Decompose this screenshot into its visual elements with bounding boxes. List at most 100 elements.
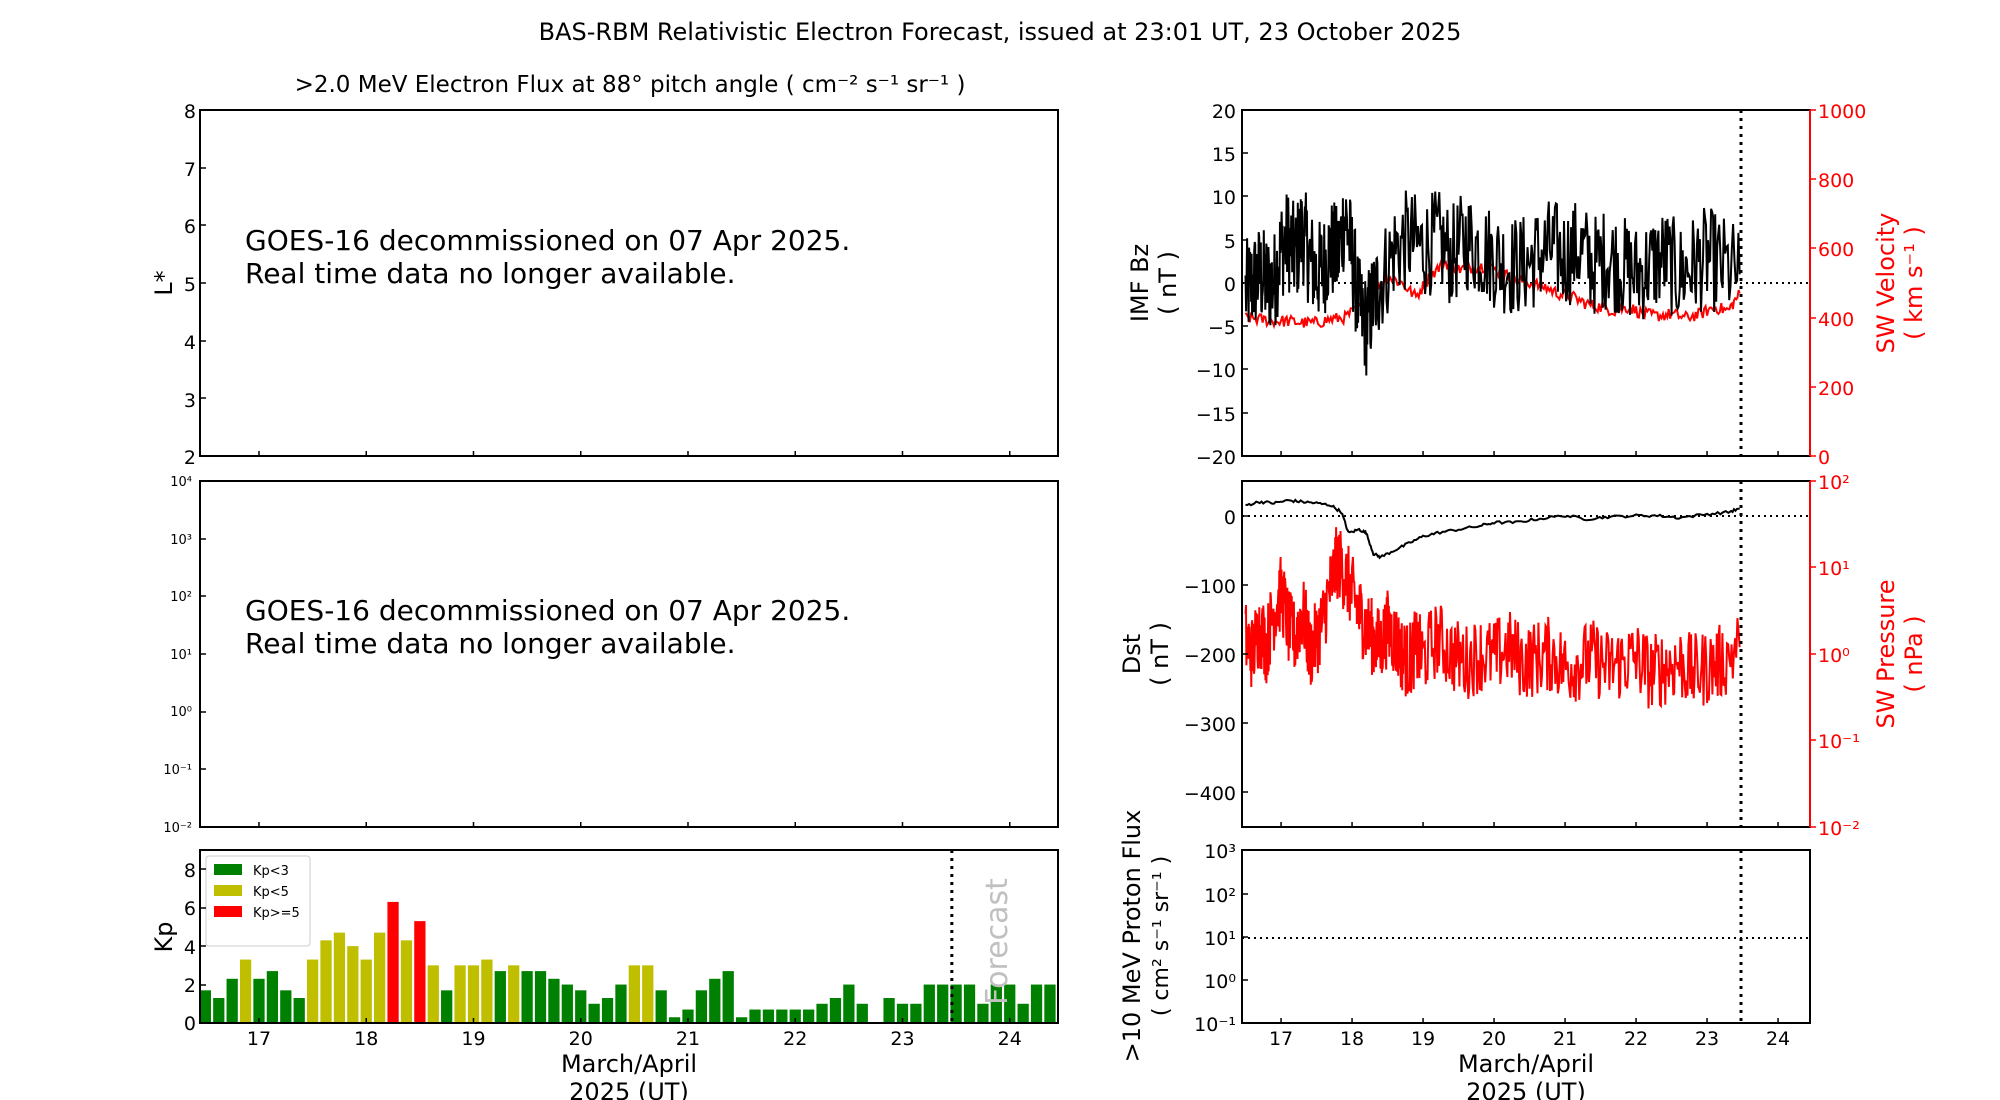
velocity-yticks: 1000 800 600 400 200 0 <box>1818 101 1866 469</box>
kp-ytick: 0 <box>184 1013 196 1035</box>
kp-legend-swatch-red <box>214 906 242 917</box>
day-tick-label: 23 <box>890 1028 914 1050</box>
dst-yticks: 0 −100 −200 −300 −400 <box>1184 507 1236 805</box>
day-tick-label: 21 <box>676 1028 700 1050</box>
day-tick-label: 23 <box>1695 1028 1719 1050</box>
day-tick-label: 18 <box>1340 1028 1364 1050</box>
flux-ytick: 10⁻² <box>163 821 192 836</box>
kp-bar <box>441 990 453 1023</box>
kp-bar <box>883 998 895 1023</box>
bz-ytick: 15 <box>1212 144 1236 166</box>
kp-ytick: 4 <box>184 937 196 959</box>
kp-ytick: 6 <box>184 898 196 920</box>
left-xlabel-line2: 2025 (UT) <box>569 1078 689 1100</box>
velocity-ytick: 0 <box>1818 447 1830 469</box>
bz-ytick: 10 <box>1212 187 1236 209</box>
velocity-ytick: 1000 <box>1818 101 1866 123</box>
kp-legend-label: Kp<3 <box>253 864 289 879</box>
kp-legend-box <box>205 855 311 947</box>
velocity-ytick: 800 <box>1818 170 1854 192</box>
kp-bar <box>253 978 265 1023</box>
velocity-ylabel-line1: SW Velocity <box>1872 213 1900 354</box>
lstar-ytick: 5 <box>184 274 196 296</box>
dst-ytick: −100 <box>1184 576 1236 598</box>
right-xticks: 17 18 19 20 21 22 23 24 <box>1269 1028 1790 1050</box>
flux-ytick: 10⁴ <box>170 475 192 490</box>
proton-yticks: 10³ 10² 10¹ 10⁰ 10⁻¹ <box>1194 841 1236 1036</box>
bz-panel: 20 15 10 5 0 −5 −10 −15 −20 1000 800 600… <box>1126 101 1928 469</box>
flux-ytick: 10¹ <box>170 648 192 663</box>
kp-bar <box>387 901 399 1023</box>
kp-bar <box>843 984 855 1023</box>
bz-ytick: 0 <box>1224 274 1236 296</box>
lstar-ytick: 7 <box>184 159 196 181</box>
kp-legend-label: Kp<5 <box>253 885 289 900</box>
kp-bar <box>923 984 935 1023</box>
velocity-ylabel-line2: ( km s⁻¹ ) <box>1900 226 1928 340</box>
lstar-ylabel: L* <box>150 270 178 295</box>
kp-bar <box>588 1003 600 1023</box>
dst-ytick: −400 <box>1184 783 1236 805</box>
pressure-yticks: 10² 10¹ 10⁰ 10⁻¹ 10⁻² <box>1818 472 1860 840</box>
kp-bar <box>735 1017 748 1023</box>
dst-ytick: −200 <box>1184 645 1236 667</box>
kp-bar <box>642 965 654 1023</box>
kp-bar <box>856 1003 868 1023</box>
kp-bar <box>239 959 252 1023</box>
kp-bar <box>910 1003 922 1023</box>
flux-ytick: 10³ <box>170 533 192 548</box>
kp-bar <box>668 1017 681 1023</box>
kp-bar <box>199 990 211 1023</box>
left-xlabel-line1: March/April <box>561 1050 697 1078</box>
day-tick-label: 22 <box>783 1028 807 1050</box>
bz-ytick: −10 <box>1196 360 1236 382</box>
kp-bar <box>1044 984 1056 1023</box>
kp-bar <box>963 984 976 1023</box>
proton-ytick: 10³ <box>1204 841 1236 863</box>
proton-ylabel-line2: ( cm² s⁻¹ sr⁻¹ ) <box>1149 856 1174 1016</box>
sw-pressure-series <box>1244 527 1741 709</box>
kp-bar <box>762 1009 775 1023</box>
kp-bar <box>427 965 439 1023</box>
velocity-ytick: 400 <box>1818 309 1854 331</box>
day-tick-label: 24 <box>1766 1028 1790 1050</box>
left-xticks: 17 18 19 20 21 22 23 24 <box>247 1028 1022 1050</box>
kp-axes-frame <box>199 849 1059 1024</box>
kp-legend-swatch-yellow <box>214 885 242 896</box>
dst-series <box>1245 498 1740 560</box>
kp-bar <box>508 965 520 1023</box>
kp-bar <box>293 998 305 1023</box>
pressure-ylabel-line2: ( nPa ) <box>1900 615 1928 692</box>
pressure-ylabel-line1: SW Pressure <box>1872 579 1900 728</box>
kp-ytick: 8 <box>184 860 196 882</box>
lstar-ytick: 4 <box>184 332 196 354</box>
dst-panel: 0 −100 −200 −300 −400 10² 10¹ 10⁰ 10⁻¹ 1… <box>1118 472 1928 840</box>
flux-ytick: 10⁰ <box>170 705 192 720</box>
flux-ytick: 10² <box>170 590 192 605</box>
kp-bar <box>414 921 426 1023</box>
kp-bar <box>937 984 949 1023</box>
kp-legend: Kp<3 Kp<5 Kp>=5 <box>205 855 311 947</box>
kp-forecast-label: Forecast <box>980 878 1015 1005</box>
lstar-ytick: 6 <box>184 216 196 238</box>
day-tick-label: 18 <box>354 1028 378 1050</box>
kp-bar <box>467 965 480 1023</box>
velocity-ytick: 600 <box>1818 239 1854 261</box>
dst-ylabel-line2: ( nT ) <box>1146 622 1174 686</box>
day-tick-label: 17 <box>1269 1028 1293 1050</box>
day-tick-label: 20 <box>1482 1028 1506 1050</box>
kp-bar <box>306 959 319 1023</box>
lstar-ytick: 2 <box>184 447 196 469</box>
kp-ytick: 2 <box>184 975 196 997</box>
kp-bar <box>280 990 292 1023</box>
proton-panel: 10³ 10² 10¹ 10⁰ 10⁻¹ >10 MeV Proton Flux… <box>1118 810 1811 1100</box>
kp-bar <box>749 1009 761 1023</box>
kp-bar <box>977 1003 989 1023</box>
imf-bz-series <box>1244 190 1741 376</box>
dst-ytick: −300 <box>1184 714 1236 736</box>
bz-ytick: 20 <box>1212 101 1236 123</box>
bz-ylabel-line2: ( nT ) <box>1154 251 1182 315</box>
kp-bar <box>561 984 573 1023</box>
tick-marks <box>200 109 1816 1024</box>
